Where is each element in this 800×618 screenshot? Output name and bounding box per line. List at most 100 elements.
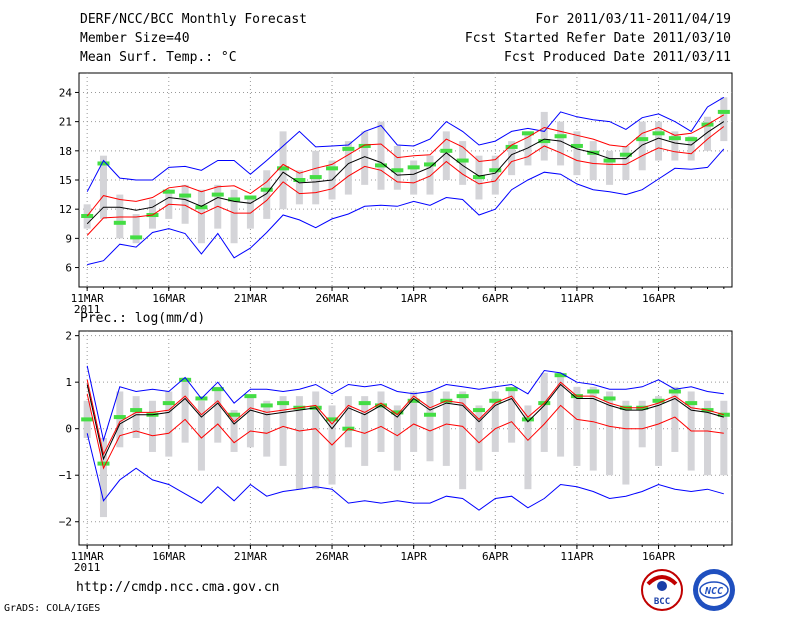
lower-spread-line <box>86 126 725 236</box>
min-envelope-line <box>87 148 725 266</box>
bcc-logo: BCC <box>641 569 683 611</box>
x-tick-label: 6APR <box>482 550 509 563</box>
range-box <box>491 155 499 195</box>
x-tick-label: 11MAR <box>71 550 104 563</box>
range-box <box>475 405 483 471</box>
x-year-label: 2011 <box>74 303 101 316</box>
range-box <box>687 136 695 161</box>
y-tick-label: −2 <box>59 516 72 529</box>
observed-marker <box>326 417 339 422</box>
observed-marker <box>472 175 485 180</box>
grads-credit: GrADS: COLA/IGES <box>4 603 101 614</box>
range-box <box>491 391 499 452</box>
range-box <box>214 386 222 443</box>
range-box <box>263 400 271 457</box>
observed-marker <box>440 148 453 153</box>
observed-marker <box>326 166 339 171</box>
x-tick-label: 1APR <box>400 550 427 563</box>
range-box <box>377 121 385 190</box>
range-box <box>557 372 565 457</box>
ncc-logo: NCC <box>693 569 735 611</box>
range-box <box>426 391 434 462</box>
range-box <box>295 396 303 490</box>
observed-marker <box>456 394 469 399</box>
forecast-period: For 2011/03/11-2011/04/19 <box>535 12 731 27</box>
range-box <box>312 391 320 490</box>
observed-marker <box>358 401 371 406</box>
observed-marker <box>211 192 224 197</box>
x-tick-label: 26MAR <box>315 550 348 563</box>
observed-marker <box>505 144 518 149</box>
range-box <box>197 189 205 244</box>
observed-marker <box>309 175 322 180</box>
y-tick-label: 18 <box>59 145 72 158</box>
range-box <box>279 396 287 466</box>
website-url[interactable]: http://cmdp.ncc.cma.gov.cn <box>76 580 280 595</box>
range-box <box>116 194 124 239</box>
forecast-title: DERF/NCC/BCC Monthly Forecast <box>80 12 307 27</box>
ensemble-mean-line <box>86 121 725 225</box>
range-box <box>230 189 238 244</box>
agency-logos: BCC NCC <box>641 569 735 611</box>
range-box <box>132 214 140 244</box>
range-box <box>230 410 238 452</box>
range-box <box>589 386 597 471</box>
x-tick-label: 6APR <box>482 292 509 305</box>
observed-marker <box>603 158 616 163</box>
y-tick-label: −1 <box>59 469 72 482</box>
observed-marker <box>97 461 110 466</box>
y-tick-label: 2 <box>65 330 72 343</box>
range-box <box>181 184 189 224</box>
x-tick-label: 21MAR <box>234 292 267 305</box>
x-tick-label: 16MAR <box>152 292 185 305</box>
observed-marker <box>652 131 665 136</box>
range-box <box>377 391 385 452</box>
observed-marker <box>195 205 208 210</box>
range-box <box>606 150 614 185</box>
range-box <box>606 391 614 476</box>
ensemble-mean-line <box>86 383 724 461</box>
header-right: For 2011/03/11-2011/04/19 Fcst Started R… <box>465 10 731 67</box>
observed-marker <box>228 412 241 417</box>
range-box <box>393 145 401 190</box>
observed-marker <box>603 396 616 401</box>
range-box <box>426 155 434 195</box>
start-date: Fcst Started Refer Date 2011/03/10 <box>464 31 731 46</box>
observed-marker <box>260 187 273 192</box>
observed-marker <box>277 166 290 171</box>
range-box <box>524 405 532 490</box>
observed-marker <box>407 398 420 403</box>
observed-marker <box>391 410 404 415</box>
observed-marker <box>113 220 126 225</box>
observed-marker <box>554 373 567 378</box>
observed-marker <box>668 136 681 141</box>
observed-marker <box>554 134 567 139</box>
range-box <box>720 97 728 142</box>
range-box <box>720 400 728 476</box>
range-box <box>671 386 679 452</box>
observed-marker <box>717 109 730 114</box>
range-box <box>704 116 712 151</box>
x-tick-label: 16APR <box>642 292 675 305</box>
range-box <box>263 170 271 219</box>
observed-marker <box>358 143 371 148</box>
observed-marker <box>423 162 436 167</box>
range-box <box>622 400 630 485</box>
range-box <box>197 400 205 471</box>
range-box <box>638 121 646 171</box>
observed-marker <box>162 189 175 194</box>
observed-marker <box>130 235 143 240</box>
x-tick-label: 16APR <box>642 550 675 563</box>
plot-frame <box>78 72 733 288</box>
observed-marker <box>570 143 583 148</box>
chart-0: 6 9 12 15 18 21 24 11MAR 16MAR 21MAR 26MAR 1APR 6APR… <box>59 72 733 316</box>
observed-marker <box>130 408 143 413</box>
range-box <box>116 391 124 448</box>
chart-title: Prec.: log(mm/d) <box>80 311 205 326</box>
y-tick-label: 1 <box>65 376 72 389</box>
observed-marker <box>244 195 257 200</box>
variable-label: Mean Surf. Temp.: °C <box>80 50 237 65</box>
range-box <box>361 131 369 185</box>
range-box <box>344 141 352 195</box>
